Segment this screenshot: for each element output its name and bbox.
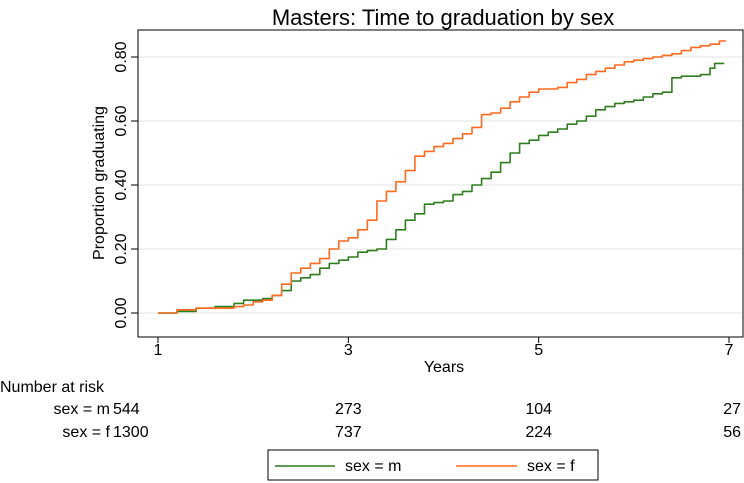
- x-tick-label-1: 3: [344, 342, 353, 359]
- risk-table: Number at risk sex = m 544 273 104 27 sex = f…: [0, 379, 741, 441]
- y-tick-label-3: 0.60: [113, 105, 130, 136]
- risk-value-0-1: 273: [335, 401, 362, 418]
- risk-value-0-3: 27: [723, 401, 741, 418]
- y-tick-label-1: 0.20: [113, 233, 130, 264]
- series-line-f: [158, 40, 727, 314]
- y-tick-label-2: 0.40: [113, 169, 130, 200]
- legend: sex = m sex = f: [267, 449, 599, 481]
- series-lines: [158, 40, 727, 314]
- risk-value-0-0: 544: [113, 401, 140, 418]
- legend-box: [267, 449, 599, 481]
- x-tick-label-0: 1: [154, 342, 163, 359]
- risk-value-1-0: 1300: [113, 424, 149, 441]
- legend-label-f: sex = f: [527, 458, 575, 475]
- legend-label-m: sex = m: [345, 458, 401, 475]
- series-line-m: [158, 62, 725, 314]
- risk-value-1-3: 56: [723, 424, 741, 441]
- risk-value-0-2: 104: [525, 401, 552, 418]
- x-axis: 1 3 5 7: [154, 337, 734, 359]
- risk-row-label-1: sex = f: [62, 424, 110, 441]
- risk-value-1-2: 224: [525, 424, 552, 441]
- plot-frame: [137, 29, 744, 338]
- y-tick-label-4: 0.80: [113, 41, 130, 72]
- x-tick-label-2: 5: [534, 342, 543, 359]
- y-axis: 0.00 0.20 0.40 0.60 0.80: [113, 41, 138, 329]
- gridlines: [139, 56, 742, 314]
- risk-row-label-0: sex = m: [54, 401, 110, 418]
- risk-table-title: Number at risk: [0, 379, 105, 396]
- chart-title: Masters: Time to graduation by sex: [272, 5, 614, 30]
- x-tick-label-3: 7: [725, 342, 734, 359]
- y-axis-label: Proportion graduating: [91, 106, 108, 260]
- y-tick-label-0: 0.00: [113, 297, 130, 328]
- risk-value-1-1: 737: [335, 424, 362, 441]
- x-axis-label: Years: [424, 359, 464, 376]
